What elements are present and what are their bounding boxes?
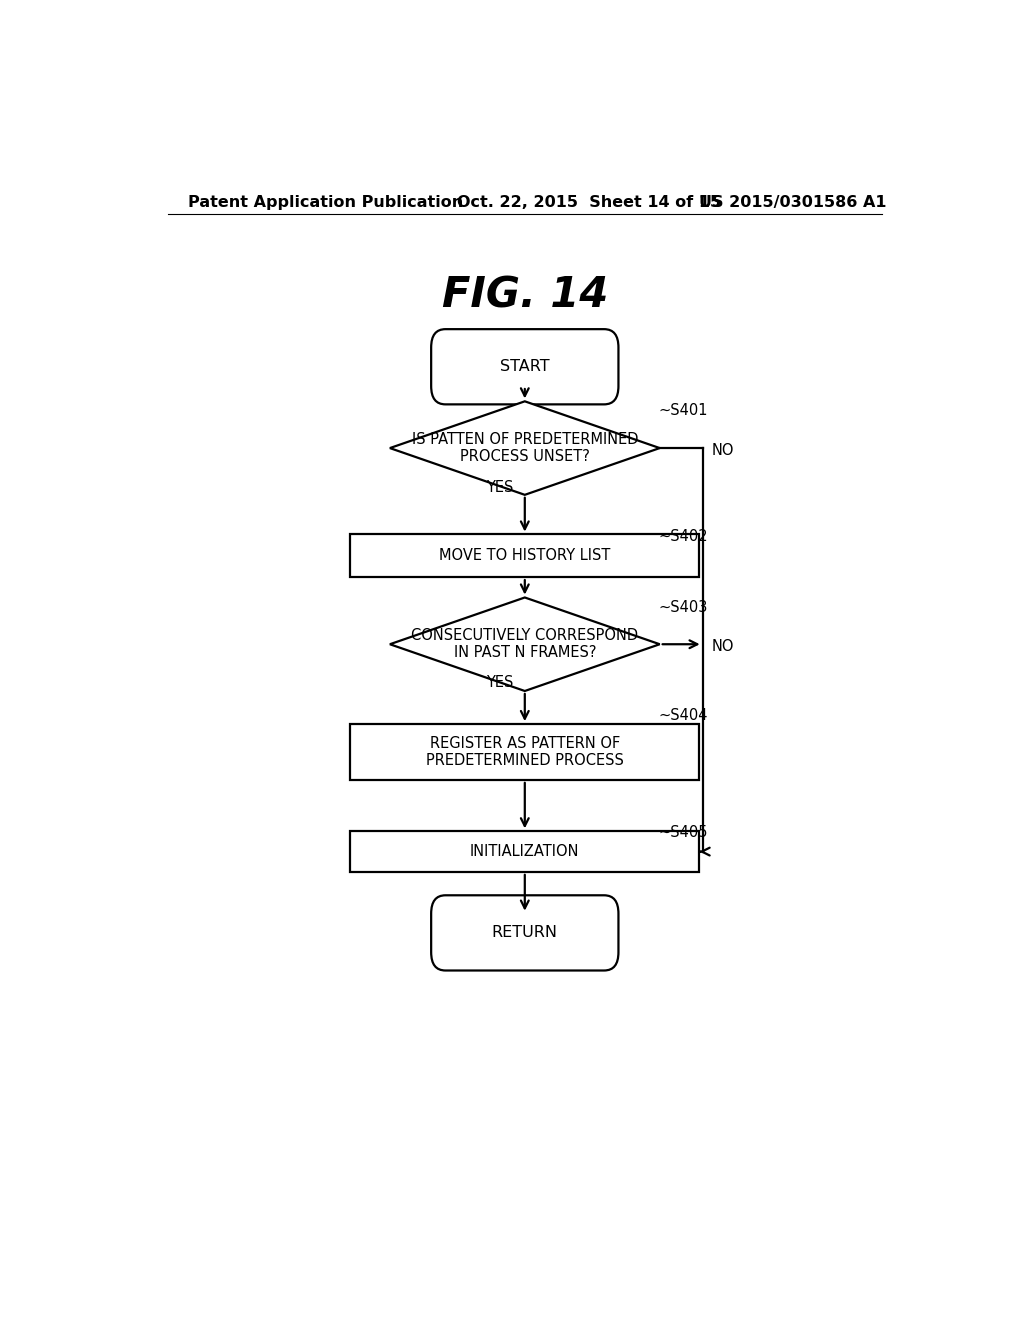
Text: RETURN: RETURN xyxy=(492,925,558,940)
Text: INITIALIZATION: INITIALIZATION xyxy=(470,843,580,859)
Text: ∼S403: ∼S403 xyxy=(658,601,709,615)
Text: NO: NO xyxy=(712,442,734,458)
Polygon shape xyxy=(390,598,659,690)
Text: MOVE TO HISTORY LIST: MOVE TO HISTORY LIST xyxy=(439,548,610,564)
Text: REGISTER AS PATTERN OF
PREDETERMINED PROCESS: REGISTER AS PATTERN OF PREDETERMINED PRO… xyxy=(426,735,624,768)
FancyBboxPatch shape xyxy=(431,329,618,404)
Text: NO: NO xyxy=(712,639,734,653)
Text: Patent Application Publication: Patent Application Publication xyxy=(187,194,463,210)
Text: FIG. 14: FIG. 14 xyxy=(441,275,608,317)
Text: YES: YES xyxy=(485,676,513,690)
FancyBboxPatch shape xyxy=(431,895,618,970)
Text: IS PATTEN OF PREDETERMINED
PROCESS UNSET?: IS PATTEN OF PREDETERMINED PROCESS UNSET… xyxy=(412,432,638,465)
Text: ∼S405: ∼S405 xyxy=(658,825,709,840)
Text: Oct. 22, 2015  Sheet 14 of 15: Oct. 22, 2015 Sheet 14 of 15 xyxy=(458,194,722,210)
Text: ∼S401: ∼S401 xyxy=(658,403,709,418)
Text: YES: YES xyxy=(485,480,513,495)
Text: ∼S404: ∼S404 xyxy=(658,708,709,723)
Text: US 2015/0301586 A1: US 2015/0301586 A1 xyxy=(699,194,887,210)
Bar xyxy=(350,832,699,873)
Text: START: START xyxy=(500,359,550,375)
Bar xyxy=(350,535,699,577)
Bar xyxy=(350,725,699,780)
Text: ∼S402: ∼S402 xyxy=(658,529,709,544)
Polygon shape xyxy=(390,401,659,495)
Text: CONSECUTIVELY CORRESPOND
IN PAST N FRAMES?: CONSECUTIVELY CORRESPOND IN PAST N FRAME… xyxy=(412,628,638,660)
